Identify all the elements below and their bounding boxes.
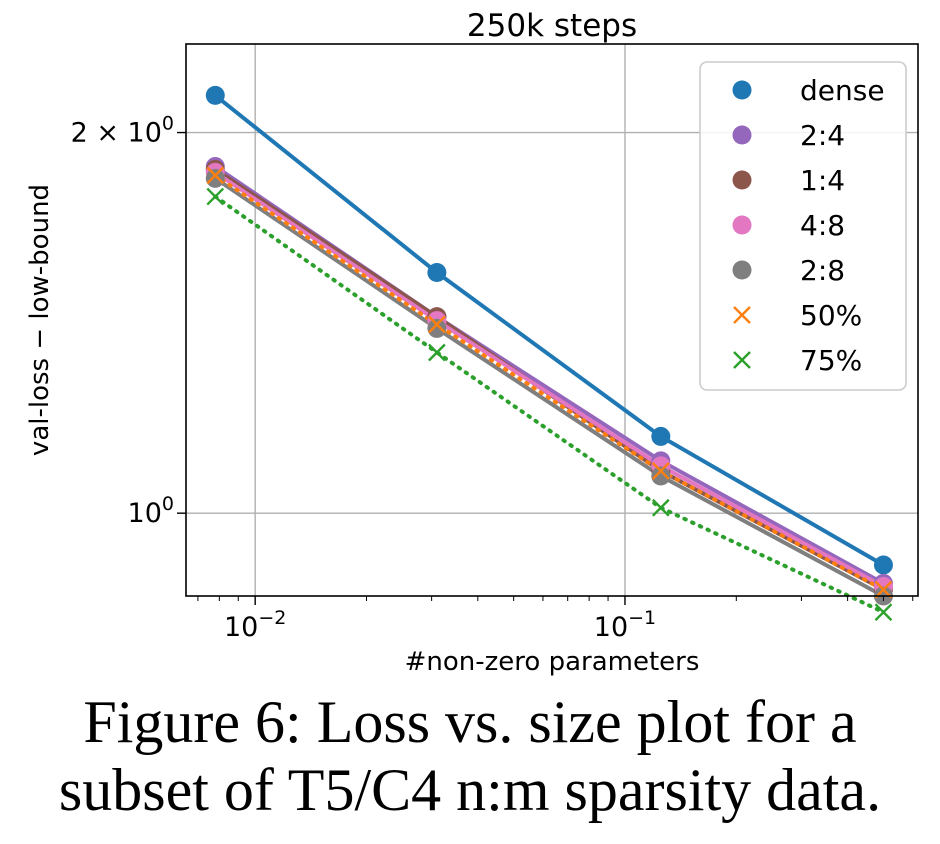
figure-caption: Figure 6: Loss vs. size plot for a subse…	[0, 688, 940, 824]
x-marker-stroke	[651, 462, 670, 480]
legend-frame	[699, 61, 907, 391]
x-marker-stroke	[206, 187, 225, 206]
x-marker-stroke	[428, 315, 446, 334]
x-marker-stroke	[651, 498, 670, 517]
y-tick-exponent: 0	[162, 493, 174, 515]
legend-marker	[732, 215, 752, 235]
data-point-50pct	[428, 315, 446, 334]
data-point-2-8	[427, 318, 447, 338]
data-point-75pct	[428, 343, 446, 362]
legend-label: 2:8	[800, 254, 845, 287]
series-layer	[205, 85, 893, 622]
data-point-75pct	[651, 498, 670, 517]
data-point-dense	[427, 263, 447, 283]
x-tick-base: 10	[224, 612, 258, 643]
legend-marker	[733, 306, 751, 324]
data-point-dense	[205, 85, 225, 105]
legend-label: 75%	[800, 344, 862, 377]
series-line-2-8	[213, 176, 886, 598]
y-axis-label: val-loss − low-bound	[25, 184, 55, 456]
series-line-dense	[213, 93, 886, 567]
y-tick-label: 100	[128, 493, 174, 529]
legend-marker	[733, 351, 751, 369]
series-line-75pct	[213, 194, 886, 615]
y-tick-multiplier: 2 ×	[71, 118, 128, 149]
legend-item-2-8: 2:8	[732, 254, 845, 287]
legend-item-4-8: 4:8	[732, 209, 845, 242]
x-tick-label: 10−1	[594, 607, 656, 643]
caption-line-1: Figure 6: Loss vs. size plot for a	[83, 689, 857, 755]
x-tick-label: 10−2	[224, 607, 286, 643]
y-tick-label: 2 × 100	[71, 113, 174, 149]
data-point-dense	[873, 555, 893, 575]
y-tick-base: 10	[128, 498, 162, 529]
legend-marker	[732, 260, 752, 280]
caption-line-2: subset of T5/C4 n:m sparsity data.	[58, 757, 882, 823]
legend-item-75pct: 75%	[733, 344, 862, 377]
x-marker-stroke	[874, 603, 893, 622]
legend-label: 4:8	[800, 209, 845, 242]
legend-label: 50%	[800, 299, 862, 332]
y-tick-exponent: 0	[162, 113, 174, 135]
series-line-50pct	[213, 173, 886, 592]
x-marker-stroke	[206, 166, 225, 185]
plot-frame	[185, 43, 919, 597]
data-point-2-8	[205, 168, 225, 188]
legend-item-1-4: 1:4	[732, 164, 845, 197]
data-point-75pct	[206, 187, 225, 206]
data-point-50pct	[651, 462, 670, 480]
data-point-50pct	[206, 166, 225, 185]
legend-item-50pct: 50%	[733, 299, 862, 332]
data-point-75pct	[874, 603, 893, 622]
data-point-2-8	[651, 466, 671, 486]
legend: dense 2:4 1:4 4:8 2:8 50% 75%	[699, 61, 907, 391]
legend-item-2-4: 2:4	[732, 119, 845, 152]
legend-marker	[732, 125, 752, 145]
data-point-50pct	[874, 580, 893, 599]
chart-title: 250k steps	[467, 8, 637, 44]
x-tick-base: 10	[594, 612, 628, 643]
legend-label: 2:4	[800, 119, 845, 152]
legend-label: 1:4	[800, 164, 845, 197]
data-point-dense	[651, 426, 671, 446]
legend-marker	[732, 80, 752, 100]
legend-item-dense: dense	[732, 74, 885, 107]
y-tick-base: 10	[128, 118, 162, 149]
series-line-4-8	[213, 170, 886, 589]
x-tick-exponent: −2	[258, 607, 286, 629]
x-axis-label: #non-zero parameters	[405, 647, 700, 677]
x-marker-stroke	[874, 580, 893, 599]
legend-label: dense	[800, 74, 885, 107]
x-tick-exponent: −1	[628, 607, 656, 629]
legend-marker	[732, 170, 752, 190]
x-marker-stroke	[428, 343, 446, 362]
